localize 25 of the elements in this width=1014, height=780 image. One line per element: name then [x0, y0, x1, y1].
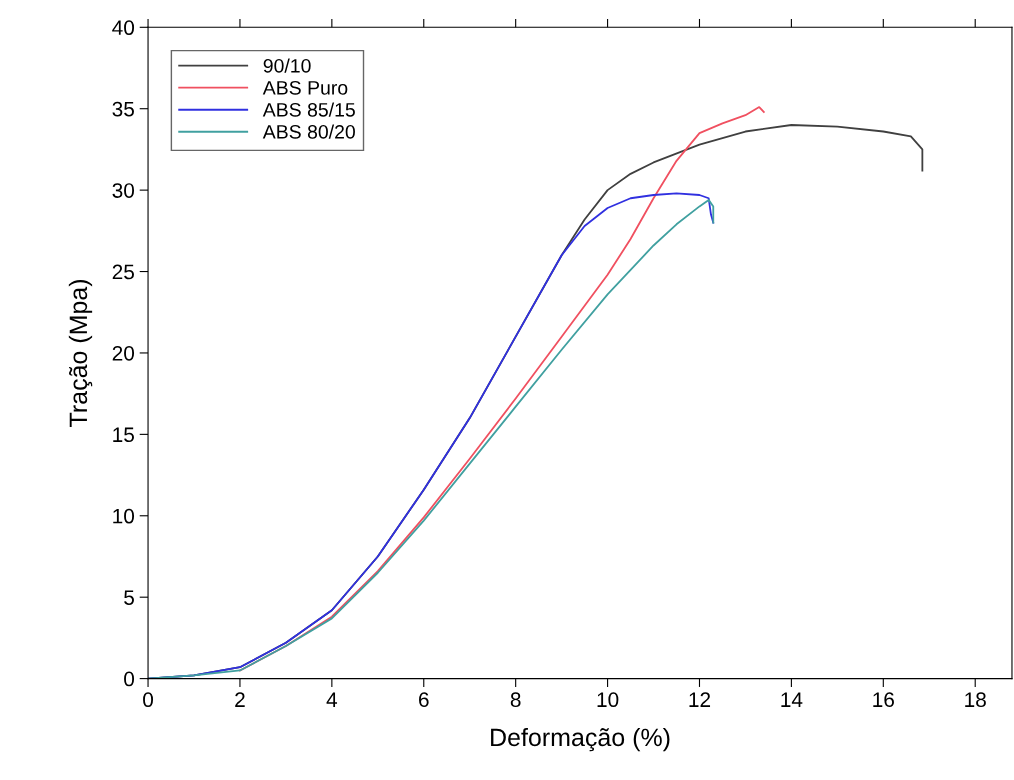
legend-label: ABS 80/20	[262, 124, 355, 139]
x-tick-label: 0	[143, 692, 154, 708]
legend-label: ABS 85/15	[262, 102, 355, 117]
y-tick-label: 5	[124, 590, 134, 605]
x-axis-title: Deformação (%)	[491, 727, 670, 752]
x-tick-label: 2	[235, 692, 245, 707]
x-tick-label: 18	[965, 692, 986, 708]
y-axis-title: Tração (Mpa)	[68, 279, 93, 427]
x-tick-label: 6	[419, 692, 429, 708]
y-tick-label: 15	[113, 427, 134, 443]
y-tick-label: 10	[113, 508, 135, 524]
y-tick-label: 35	[112, 101, 134, 117]
legend-label: ABS Puro	[262, 80, 348, 95]
x-tick-label: 4	[326, 692, 338, 707]
y-tick-label: 0	[124, 671, 135, 687]
y-tick-label: 40	[112, 20, 135, 36]
y-tick-label: 30	[112, 183, 135, 198]
x-tick-label: 8	[510, 692, 521, 708]
x-tick-label: 14	[781, 692, 803, 707]
x-tick-label: 10	[597, 692, 619, 708]
legend-label: 90/10	[263, 58, 311, 73]
x-tick-label: 12	[689, 692, 711, 707]
y-tick-label: 20	[112, 345, 135, 361]
y-tick-label: 25	[112, 264, 134, 280]
x-tick-label: 16	[873, 692, 894, 708]
